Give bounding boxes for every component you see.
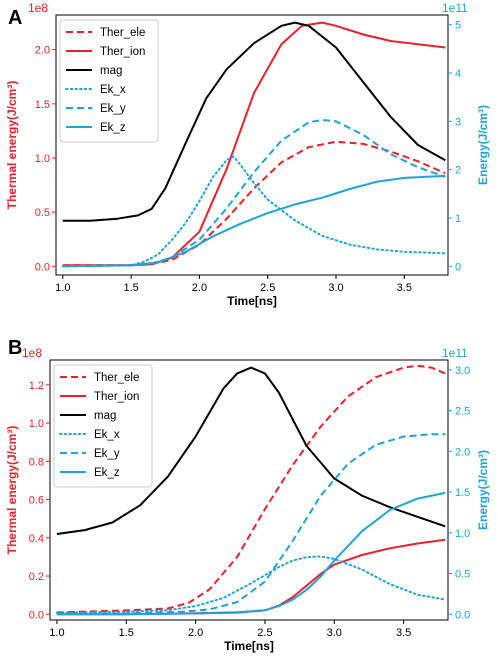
x-tick-label: 1.0	[49, 627, 64, 639]
y-left-tick-label: 0.6	[29, 495, 44, 507]
y-left-tick-label: 1.0	[29, 418, 44, 430]
x-tick-label: 1.0	[55, 282, 70, 294]
y-left-tick-label: 0.0	[29, 609, 44, 621]
x-tick-label: 3.5	[397, 282, 412, 294]
y-right-tick-label: 1.0	[455, 528, 470, 540]
legend-label: Ek_z	[94, 467, 120, 479]
right-axis-multiplier: 1e11	[442, 346, 468, 360]
y-right-tick-label: 3.0	[455, 365, 470, 377]
y-right-tick-label: 0.5	[455, 569, 470, 581]
y-left-axis-label: Thermal energy(J/cm³)	[5, 81, 19, 210]
y-right-tick-label: 5	[455, 20, 461, 32]
chart-panel-b: B 1.0 1.5 2.0 2.5 3.0 3.5 Time[ns] 0.0 0.2 0.4 0.6 0…	[5, 337, 490, 653]
legend-label: Ther_ion	[94, 391, 139, 403]
legend-label: Ek_y	[94, 448, 120, 460]
y-right-tick-label: 0	[455, 261, 461, 273]
y-left-tick-label: 2.0	[35, 45, 50, 57]
series-line-ek-z	[62, 174, 446, 268]
series-line-ther-ele	[62, 140, 446, 267]
x-tick-label: 3.5	[396, 627, 411, 639]
x-axis-label: Time[ns]	[227, 294, 277, 308]
y-left-tick-label: 1.0	[35, 153, 50, 165]
y-right-tick-label: 2.0	[455, 446, 470, 458]
x-axis-label: Time[ns]	[224, 639, 274, 653]
y-right-tick-label: 1	[455, 213, 461, 225]
y-left-tick-label: 0.2	[29, 571, 44, 583]
legend-label: Ek_x	[100, 84, 126, 96]
series-line-ther-ele	[56, 364, 446, 614]
x-tick-label: 2.5	[260, 282, 275, 294]
series-line-ek-z	[56, 491, 446, 616]
y-left-tick-label: 0.4	[29, 533, 44, 545]
series-line-mag	[62, 21, 446, 222]
x-tick-label: 1.5	[123, 282, 138, 294]
x-tick-label: 2.0	[188, 627, 203, 639]
y-right-axis-label: Energy(J/cm³)	[476, 105, 490, 185]
legend-label: mag	[100, 65, 122, 77]
legend-label: mag	[94, 410, 116, 422]
legend-label: Ther_ion	[100, 46, 145, 58]
x-tick-label: 3.0	[328, 282, 343, 294]
y-right-tick-label: 2.5	[455, 406, 470, 418]
y-right-tick-label: 0.0	[455, 609, 470, 621]
series-line-ek-x	[61, 155, 447, 268]
y-right-tick-label: 1.5	[455, 487, 470, 499]
y-left-tick-label: 0.8	[29, 456, 44, 468]
panel-label: A	[8, 7, 22, 29]
y-right-tick-label: 4	[455, 68, 461, 80]
right-axis-multiplier: 1e11	[442, 1, 468, 15]
y-right-tick-label: 2	[455, 165, 461, 177]
y-left-tick-label: 0.5	[35, 207, 50, 219]
y-right-axis-label: Energy(J/cm³)	[476, 450, 490, 530]
y-left-tick-label: 1.2	[29, 380, 44, 392]
legend-label: Ther_ele	[100, 27, 145, 39]
x-tick-label: 2.5	[257, 627, 272, 639]
y-left-axis-label: Thermal energy(J/cm³)	[5, 426, 19, 555]
y-left-tick-label: 1.5	[35, 99, 50, 111]
left-axis-multiplier: 1e8	[28, 1, 48, 15]
x-tick-label: 1.5	[119, 627, 134, 639]
series-line-ek-y	[56, 433, 446, 616]
legend-label: Ek_y	[100, 103, 126, 115]
series-line-ther-ion	[56, 538, 446, 616]
chart-panel-a: A 1.0 1.5 2.0 2.5 3.0 3.5 Time[ns] 0.0 0.5 1.0 1.5 2…	[5, 1, 490, 308]
y-left-tick-label: 0.0	[35, 261, 50, 273]
x-tick-label: 3.0	[327, 627, 342, 639]
x-tick-label: 2.0	[192, 282, 207, 294]
plot-frame	[49, 359, 449, 621]
legend-label: Ther_ele	[94, 372, 139, 384]
legend-label: Ek_x	[94, 429, 120, 441]
left-axis-multiplier: 1e8	[22, 346, 42, 360]
series-line-ek-x	[55, 555, 447, 614]
panel-label: B	[8, 337, 22, 359]
y-right-tick-label: 3	[455, 116, 461, 128]
plot-frame	[55, 14, 449, 276]
series-line-mag	[56, 366, 446, 535]
legend-label: Ek_z	[100, 122, 126, 134]
